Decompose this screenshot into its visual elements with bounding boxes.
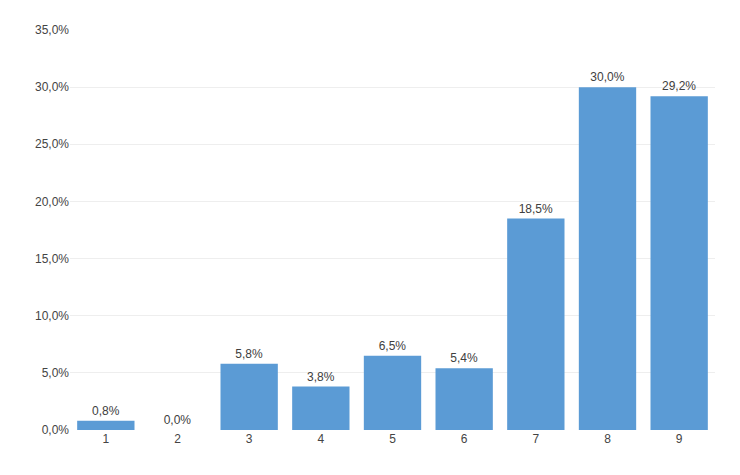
svg-text:0,0%: 0,0% [164, 413, 192, 427]
svg-text:5,4%: 5,4% [450, 351, 478, 365]
svg-text:6,5%: 6,5% [379, 339, 407, 353]
svg-text:15,0%: 15,0% [35, 252, 69, 266]
svg-text:10,0%: 10,0% [35, 309, 69, 323]
svg-text:35,0%: 35,0% [35, 23, 69, 37]
svg-text:20,0%: 20,0% [35, 195, 69, 209]
svg-text:7: 7 [532, 432, 539, 446]
svg-text:5,0%: 5,0% [42, 366, 70, 380]
svg-text:30,0%: 30,0% [35, 80, 69, 94]
svg-text:5,8%: 5,8% [235, 347, 263, 361]
svg-text:8: 8 [604, 432, 611, 446]
svg-text:3: 3 [246, 432, 253, 446]
svg-text:9: 9 [676, 432, 683, 446]
svg-text:5: 5 [389, 432, 396, 446]
svg-text:1: 1 [102, 432, 109, 446]
svg-text:18,5%: 18,5% [519, 202, 553, 216]
svg-text:0,0%: 0,0% [42, 423, 70, 437]
svg-text:3,8%: 3,8% [307, 370, 335, 384]
svg-text:2: 2 [174, 432, 181, 446]
svg-text:30,0%: 30,0% [590, 70, 624, 84]
svg-text:25,0%: 25,0% [35, 137, 69, 151]
svg-text:29,2%: 29,2% [662, 79, 696, 93]
svg-text:0,8%: 0,8% [92, 404, 120, 418]
svg-text:6: 6 [461, 432, 468, 446]
svg-text:4: 4 [317, 432, 324, 446]
